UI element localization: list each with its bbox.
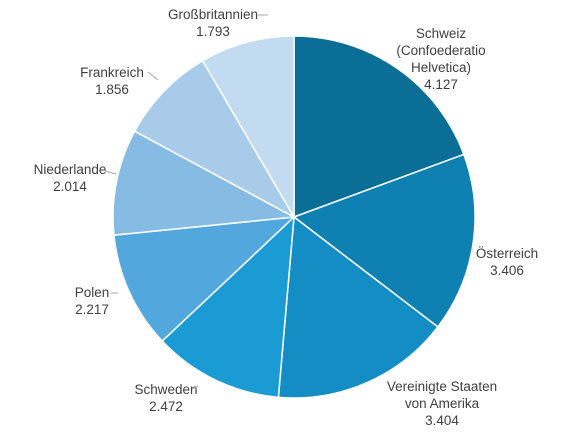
pie-slice-0 (293, 35, 465, 219)
slice-value-label: 2.014 (53, 179, 87, 194)
slice-category-label: Schweiz (416, 26, 467, 41)
slice-label-7: Großbritannien 1.793 (168, 7, 268, 39)
pie-slice-7 (201, 35, 295, 220)
pie-slice-5 (112, 130, 297, 236)
leader-line (147, 71, 159, 81)
slice-label-0: Schweiz (Confoederatio Helvetica) 4.127 (396, 26, 485, 92)
slice-label-1: Österreich 3.406 (476, 246, 538, 278)
slice-category-label: von Amerika (405, 396, 480, 411)
pie-slice-6 (133, 59, 296, 219)
pie-slice-4 (113, 216, 297, 343)
slice-category-label: Schweden (134, 382, 197, 397)
slice-category-label: Österreich (476, 246, 538, 261)
slice-label-3: Schweden 2.472 (134, 382, 199, 414)
leader-line (104, 170, 117, 175)
slice-label-6: Frankreich 1.856 (80, 65, 159, 97)
slice-label-2: Vereinigte Staaten von Amerika 3.404 (387, 379, 497, 428)
slice-value-label: 1.793 (196, 24, 230, 39)
pie-slice-1 (292, 153, 476, 328)
slice-value-label: 4.127 (424, 77, 458, 92)
slice-category-label: Niederlande (34, 162, 107, 177)
slice-category-label: Polen (75, 285, 110, 300)
leader-line (191, 385, 199, 390)
pie-slice-3 (161, 215, 295, 399)
slice-value-label: 3.406 (490, 263, 524, 278)
slice-category-label: Frankreich (80, 65, 144, 80)
slice-label-5: Niederlande 2.014 (34, 162, 117, 194)
slice-category-label: Vereinigte Staaten (387, 379, 497, 394)
slice-value-label: 2.217 (75, 302, 109, 317)
slice-category-label: (Confoederatio (396, 43, 485, 58)
slice-category-label: Helvetica) (411, 60, 471, 75)
slice-value-label: 1.856 (95, 82, 129, 97)
slice-value-label: 3.404 (425, 413, 459, 428)
slice-value-label: 2.472 (149, 399, 183, 414)
slice-label-4: Polen 2.217 (75, 285, 118, 317)
slice-category-label: Großbritannien (168, 7, 258, 22)
pie-slice-2 (277, 215, 439, 399)
